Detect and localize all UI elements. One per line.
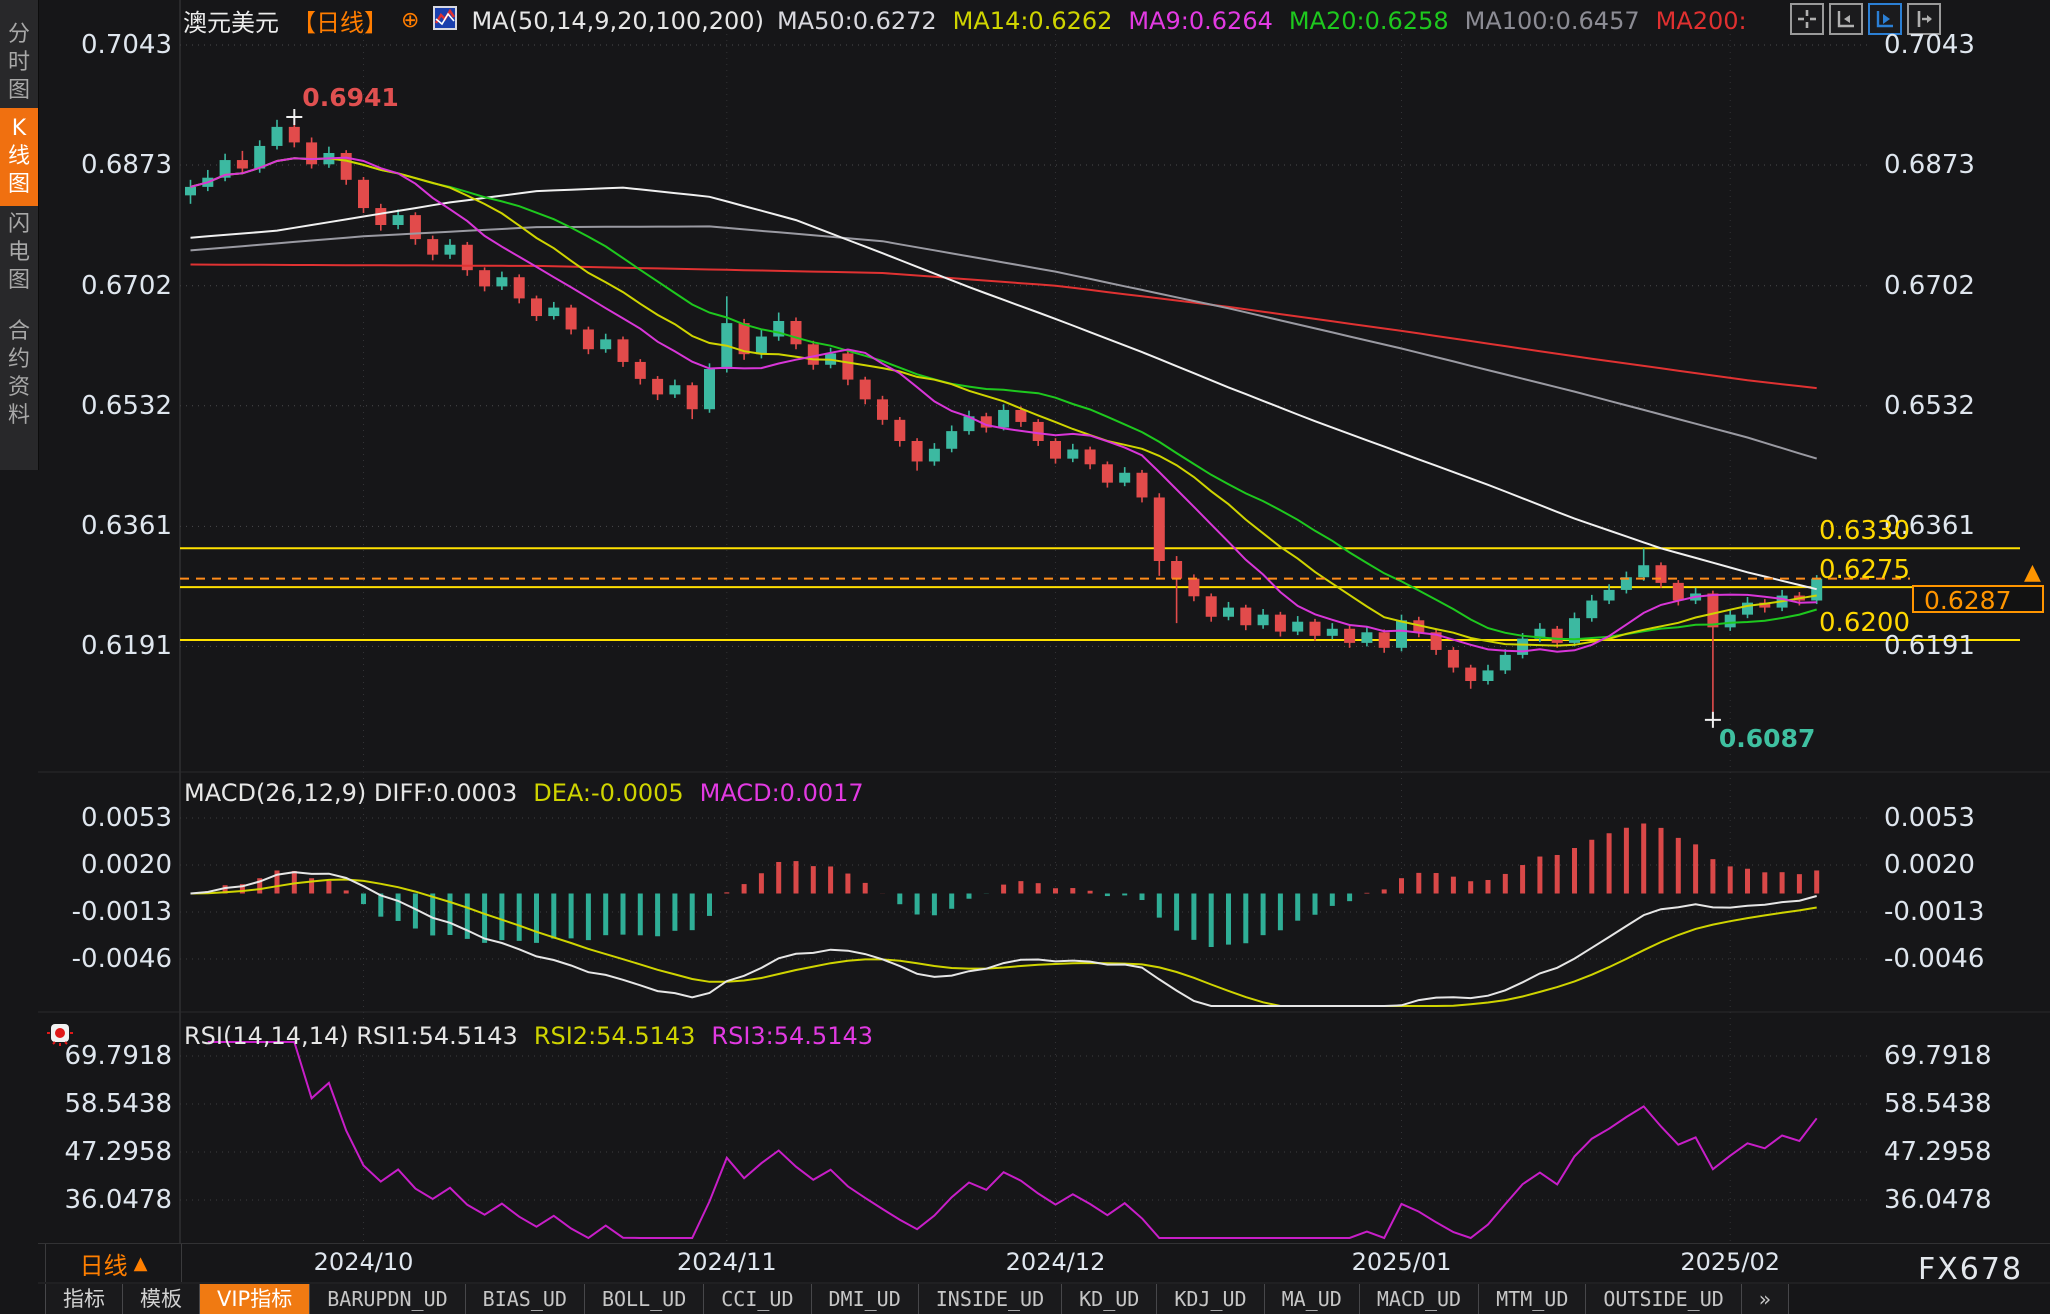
period-arrow-icon: ▲ — [133, 1252, 148, 1274]
ma-legend: MA50:0.6272 MA14:0.6262 MA9:0.6264 MA20:0.6… — [777, 7, 1747, 35]
y-tick-label-left: 0.6873 — [81, 150, 172, 180]
sidebar-item-3[interactable]: 闪电图 — [7, 211, 30, 293]
sidebar-item-4[interactable]: 合约资料 — [7, 319, 30, 428]
macd-tick-right: -0.0046 — [1884, 944, 1985, 974]
x-axis-date-label: 2025/01 — [1351, 1248, 1452, 1276]
toolbar-tab-macd_ud[interactable]: MACD_UD — [1359, 1284, 1480, 1314]
x-axis-date-label: 2024/12 — [1005, 1248, 1106, 1276]
alert-icon[interactable] — [46, 1020, 74, 1052]
x-axis-date-label: 2025/02 — [1680, 1248, 1781, 1276]
toolbar-tab-cci_ud[interactable]: CCI_UD — [704, 1284, 812, 1314]
macd-tick-right: -0.0013 — [1884, 897, 1985, 927]
toolbar-tab-bias_ud[interactable]: BIAS_UD — [465, 1284, 585, 1314]
macd-tick-left: 0.0053 — [81, 803, 172, 834]
watermark: FX678 — [1918, 1252, 2024, 1287]
toolbar-tab-[interactable]: 指标 — [45, 1284, 123, 1314]
level-label: 0.6330 — [1819, 516, 1910, 547]
y-tick-label-left: 0.6191 — [81, 631, 172, 662]
macd-tick-right: 0.0053 — [1884, 803, 1975, 834]
level-label: 0.6275 — [1819, 555, 1910, 586]
toolbar-tab-outside_ud[interactable]: OUTSIDE_UD — [1586, 1284, 1742, 1314]
y-tick-label-right: 0.6191 — [1884, 631, 1975, 662]
axis-play-icon[interactable] — [1868, 3, 1902, 35]
indicator-toolbar: 指标 模板 VIP指标 BARUPDN_UD BIAS_UD BOLL_UD CCI_UD D… — [45, 1284, 1789, 1314]
toolbar-tab-ma_ud[interactable]: MA_UD — [1264, 1284, 1360, 1314]
y-tick-label-left: 0.6702 — [81, 270, 172, 301]
period-tag[interactable]: 【日线】 — [292, 9, 388, 37]
level-label: 0.6200 — [1819, 608, 1910, 639]
y-tick-label-left: 0.7043 — [81, 30, 172, 60]
macd-header: MACD(26,12,9) DIFF:0.0003 DEA:-0.0005 MA… — [184, 779, 864, 807]
y-tick-label-right: 0.6702 — [1884, 270, 1975, 301]
toolbar-tab-[interactable]: » — [1741, 1284, 1789, 1314]
ma-legend-item-3: MA9:0.6264 — [1128, 6, 1273, 35]
y-tick-label-right: 0.6361 — [1884, 511, 1975, 542]
rsi-tick-right: 36.0478 — [1884, 1185, 1992, 1216]
macd-tick-right: 0.0020 — [1884, 850, 1975, 881]
add-indicator-icon[interactable]: ⊕ — [401, 8, 420, 33]
period-label: 日线 — [79, 1251, 128, 1280]
symbol-title: 澳元美元 — [183, 9, 279, 37]
toolbar-tab-barupdn_ud[interactable]: BARUPDN_UD — [310, 1284, 466, 1314]
rsi-tick-right: 58.5438 — [1884, 1089, 1992, 1119]
low-annotation: 0.6087 — [1718, 723, 1816, 753]
axis-toolbar — [1790, 3, 1941, 35]
macd-value-label: MACD:0.0017 — [699, 779, 864, 807]
chart-header: 澳元美元 【日线】 ⊕ MA(50,14,9,20,100,200) MA50:… — [183, 3, 1747, 38]
axis-left-icon[interactable] — [1829, 3, 1863, 35]
toolbar-tab-[interactable]: 模板 — [123, 1284, 200, 1314]
ma-legend-item-2: MA14:0.6262 — [952, 6, 1113, 35]
macd-tick-left: 0.0020 — [81, 850, 172, 881]
ma-legend-item-4: MA20:0.6258 — [1288, 6, 1449, 35]
x-axis-date-label: 2024/10 — [313, 1248, 414, 1276]
rsi-label: RSI(14,14,14) RSI1:54.5143 — [184, 1022, 518, 1050]
rsi-tick-right: 47.2958 — [1884, 1137, 1992, 1167]
rsi-tick-right: 69.7918 — [1884, 1041, 1992, 1071]
y-tick-label-right: 0.7043 — [1884, 30, 1975, 60]
move-icon[interactable] — [1790, 3, 1824, 35]
toolbar-tab-inside_ud[interactable]: INSIDE_UD — [918, 1284, 1063, 1314]
macd-tick-left: -0.0013 — [71, 897, 172, 927]
ma-params-label: MA(50,14,9,20,100,200) — [471, 6, 764, 35]
ma-legend-item-1: MA50:0.6272 — [776, 6, 937, 35]
macd-tick-left: -0.0046 — [71, 944, 172, 974]
rsi-tick-left: 47.2958 — [64, 1137, 172, 1167]
toolbar-tab-dmi_ud[interactable]: DMI_UD — [811, 1284, 919, 1314]
xaxis-separator — [38, 1243, 2050, 1244]
y-tick-label-left: 0.6532 — [81, 390, 172, 421]
high-annotation: 0.6941 — [302, 83, 399, 112]
price-up-arrow-icon: ▲ — [2024, 560, 2041, 585]
axis-right-icon[interactable] — [1907, 3, 1941, 35]
rsi-tick-left: 69.7918 — [64, 1041, 172, 1071]
toolbar-tab-kd_ud[interactable]: KD_UD — [1062, 1284, 1158, 1314]
rsi3-label: RSI3:54.5143 — [711, 1022, 873, 1050]
chart-type-icon[interactable] — [432, 5, 458, 37]
ma-legend-item-6: MA200: — [1655, 6, 1747, 35]
rsi-tick-left: 58.5438 — [64, 1089, 172, 1119]
y-tick-label-left: 0.6361 — [81, 511, 172, 542]
macd-dea-label: DEA:-0.0005 — [533, 779, 684, 807]
macd-label: MACD(26,12,9) DIFF:0.0003 — [184, 779, 518, 807]
period-selector[interactable]: 日线 ▲ — [45, 1244, 182, 1282]
rsi2-label: RSI2:54.5143 — [533, 1022, 696, 1050]
toolbar-tab-boll_ud[interactable]: BOLL_UD — [584, 1284, 705, 1314]
rsi-tick-left: 36.0478 — [64, 1185, 172, 1216]
ma-legend-item-5: MA100:0.6457 — [1464, 6, 1640, 35]
sidebar-item-1[interactable]: 分时图 — [7, 22, 30, 103]
toolbar-tab-kdj_ud[interactable]: KDJ_UD — [1157, 1284, 1265, 1314]
y-tick-label-right: 0.6532 — [1884, 390, 1975, 421]
current-price-tag: 0.6287 — [1912, 585, 2044, 615]
toolbar-tab-mtm_ud[interactable]: MTM_UD — [1479, 1284, 1587, 1314]
x-axis-date-label: 2024/11 — [676, 1248, 777, 1276]
rsi-header: RSI(14,14,14) RSI1:54.5143 RSI2:54.5143 … — [184, 1022, 873, 1050]
toolbar-tab-vip[interactable]: VIP指标 — [200, 1284, 311, 1314]
y-tick-label-right: 0.6873 — [1884, 150, 1975, 180]
